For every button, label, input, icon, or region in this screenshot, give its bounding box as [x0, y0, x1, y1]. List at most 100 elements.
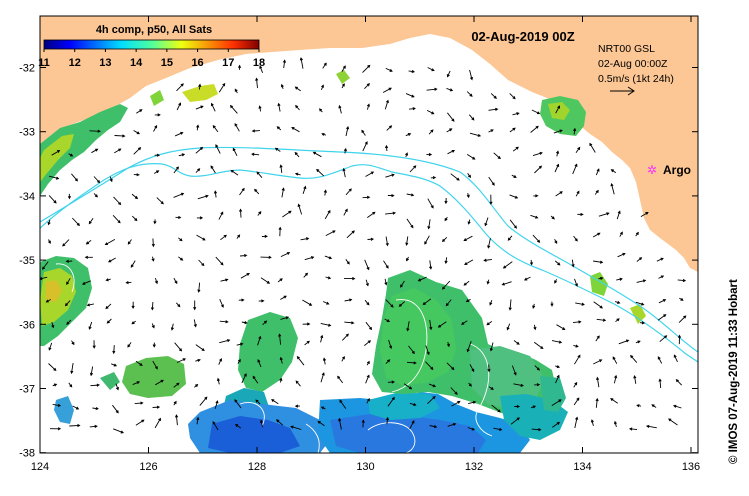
current-arrow — [215, 256, 224, 266]
current-arrow — [385, 359, 391, 365]
current-arrow — [365, 171, 375, 177]
current-arrow — [151, 323, 155, 329]
current-arrow — [317, 420, 325, 427]
current-arrow — [71, 217, 80, 227]
current-arrow — [408, 69, 416, 74]
current-arrow — [639, 321, 646, 325]
current-arrow — [337, 375, 344, 384]
current-arrow — [425, 345, 430, 356]
current-arrow — [512, 112, 520, 116]
current-arrow — [533, 324, 537, 331]
colorbar-gradient — [43, 39, 260, 50]
current-arrow — [460, 320, 468, 325]
current-arrow — [133, 147, 142, 155]
current-arrow — [533, 341, 544, 350]
current-arrow — [130, 260, 136, 268]
current-arrow — [593, 301, 603, 309]
current-arrow — [237, 358, 241, 364]
current-arrow — [342, 167, 346, 178]
current-arrow — [635, 340, 641, 344]
current-arrow — [323, 189, 327, 196]
current-arrow — [219, 339, 231, 344]
current-arrow — [303, 272, 309, 278]
current-arrow — [612, 356, 618, 364]
map-title: 02-Aug-2019 00Z — [471, 29, 574, 44]
current-arrow — [294, 172, 301, 176]
current-arrow — [234, 423, 242, 429]
current-arrow — [385, 211, 397, 215]
current-arrow — [507, 235, 513, 241]
current-arrow — [48, 342, 53, 351]
current-arrow — [658, 275, 665, 279]
current-arrow — [322, 357, 327, 365]
current-arrow — [511, 365, 517, 376]
current-arrow — [151, 256, 155, 262]
current-arrow — [388, 339, 393, 350]
current-arrow — [86, 303, 94, 307]
current-arrow — [633, 375, 637, 384]
current-arrow — [251, 152, 260, 156]
current-arrow — [679, 297, 684, 301]
current-arrow — [105, 278, 111, 282]
current-arrow — [427, 67, 435, 72]
current-arrow — [279, 356, 283, 364]
current-arrow — [195, 146, 204, 154]
current-arrow — [220, 278, 229, 282]
current-arrow — [111, 363, 118, 367]
current-arrow — [444, 197, 448, 205]
current-arrow — [487, 238, 491, 249]
current-arrow — [324, 255, 333, 260]
current-arrow — [645, 424, 657, 429]
current-arrow — [62, 239, 70, 247]
current-arrow — [320, 372, 325, 383]
current-arrow — [178, 256, 184, 261]
current-arrow — [113, 196, 122, 206]
current-arrow — [488, 176, 495, 186]
current-arrow — [551, 399, 562, 406]
current-arrow — [489, 299, 493, 306]
current-arrow — [252, 375, 259, 384]
current-arrow — [229, 104, 238, 114]
current-arrow — [398, 301, 406, 307]
current-arrow — [409, 420, 415, 430]
current-arrow — [444, 216, 448, 222]
current-arrow — [48, 239, 51, 245]
current-arrow — [136, 109, 143, 114]
current-arrow — [153, 170, 160, 174]
current-arrow — [198, 259, 205, 267]
current-arrow — [239, 253, 248, 258]
current-arrow — [417, 276, 427, 282]
colorbar-tick-label: 16 — [191, 57, 203, 69]
current-arrow — [71, 340, 75, 346]
current-arrow — [446, 128, 453, 133]
current-arrow — [105, 303, 112, 310]
current-arrow — [427, 219, 431, 230]
current-arrow — [52, 403, 62, 407]
current-arrow — [598, 212, 610, 217]
current-arrow — [511, 174, 517, 178]
current-arrow — [52, 383, 58, 387]
current-arrow — [296, 355, 305, 366]
current-arrow — [468, 382, 472, 387]
current-arrow — [408, 345, 415, 355]
current-arrow — [282, 59, 287, 69]
current-arrow — [406, 361, 417, 365]
current-arrow — [362, 141, 368, 152]
current-arrow — [346, 230, 355, 239]
current-arrow — [488, 107, 499, 111]
current-arrow — [426, 109, 435, 115]
current-arrow — [316, 168, 325, 177]
current-arrow — [466, 154, 476, 160]
current-arrow — [70, 363, 74, 375]
current-arrow — [89, 366, 94, 377]
current-arrow — [513, 383, 524, 387]
current-arrow — [344, 298, 353, 302]
current-arrow — [113, 428, 124, 434]
current-arrow — [338, 417, 342, 430]
current-arrow — [428, 383, 437, 388]
current-arrow — [387, 380, 395, 384]
current-arrow — [341, 333, 349, 341]
current-arrow — [155, 379, 164, 386]
current-arrow — [291, 127, 300, 133]
x-tick-label: 128 — [248, 461, 266, 473]
